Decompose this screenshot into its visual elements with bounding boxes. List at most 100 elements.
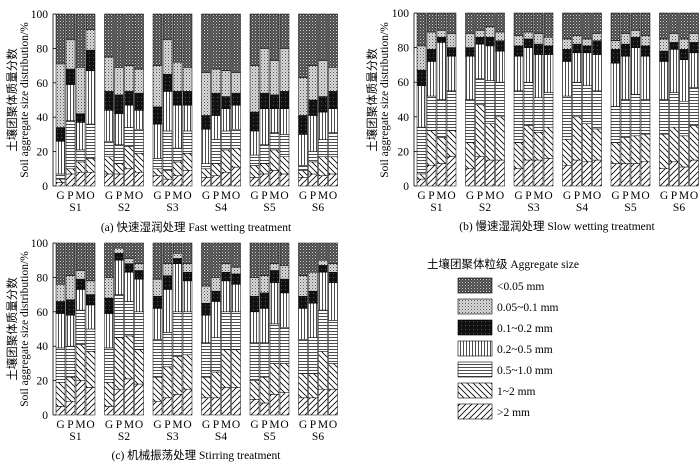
bar-segment-0-2-0-5-mm — [318, 111, 328, 140]
treatment-label: P — [525, 190, 531, 202]
bar-segment--0-05-mm — [610, 12, 621, 41]
bar-segment-1-2-mm — [172, 161, 183, 176]
bar-segment-1-2-mm — [523, 125, 534, 161]
bar-segment--0-05-mm — [134, 242, 144, 264]
bar-segment-0-2-0-5-mm — [65, 84, 76, 121]
legend-item-label: 0.05~0.1 mm — [497, 302, 559, 314]
bar-segment-0-2-0-5-mm — [211, 115, 221, 140]
bar-segment-0-05-0-1-mm — [172, 61, 183, 92]
bar-segment-0-5-1-0-mm — [75, 309, 86, 345]
panel-stirring: 0 20 40 60 80 100 土壤团聚体质量分数 Soil aggregate size… — [5, 238, 338, 462]
treatment-label: M — [582, 190, 592, 202]
plot-area-a: 0 20 40 60 80 100 土壤团聚体质量分数 Soil aggregate size… — [5, 9, 338, 214]
bar-segment-1-2-mm — [592, 128, 602, 161]
bar-segment-0-1-0-2-mm — [436, 36, 447, 43]
bar-segment-1-2-mm — [182, 153, 193, 171]
bar-segment-0-1-0-2-mm — [134, 92, 144, 111]
bar-segment-0-2-0-5-mm — [679, 59, 689, 102]
bar-segment-0-5-1-0-mm — [592, 90, 602, 130]
bar-segment--2-mm — [328, 173, 338, 187]
treatment-label: O — [544, 190, 552, 202]
treatment-label: P — [213, 190, 219, 202]
bar-segment--2-mm — [465, 168, 475, 187]
bar-segment-0-5-1-0-mm — [201, 342, 211, 378]
bar-segment--2-mm — [221, 387, 231, 416]
bar-segment-0-5-1-0-mm — [172, 147, 183, 163]
bar-segment-0-1-0-2-mm — [318, 265, 328, 273]
treatment-label: O — [593, 190, 601, 202]
bar-segment-0-2-0-5-mm — [211, 301, 221, 338]
bar-segment-0-05-0-1-mm — [475, 30, 485, 38]
bar-segment--0-05-mm — [231, 242, 241, 268]
panel-slow-wetting: 0 20 40 60 80 100 土壤团聚体质量分数 Soil aggregate size… — [365, 8, 699, 233]
treatment-label: M — [172, 419, 182, 431]
bar-segment--2-mm — [134, 171, 144, 187]
bar-segment-0-05-0-1-mm — [298, 275, 308, 297]
legend: 土壤团聚体粒级 Aggregate size <0.05 mm 0.05~0.1 … — [427, 257, 579, 420]
bar-segment-0-05-0-1-mm — [533, 33, 544, 45]
bar-segment--2-mm — [298, 397, 308, 416]
bar-segment--0-05-mm — [85, 13, 96, 30]
panel-title-a: (a) 快速湿润处理 Fast wetting treatment — [101, 220, 292, 234]
bar-segment-0-1-0-2-mm — [669, 42, 679, 50]
bar-segment--2-mm — [221, 171, 231, 187]
bar-segment--2-mm — [543, 158, 554, 187]
bar-segment-1-2-mm — [562, 139, 572, 166]
bar-segment-0-1-0-2-mm — [269, 270, 280, 283]
treatment-label: O — [690, 190, 698, 202]
bar-segment-0-05-0-1-mm — [182, 67, 193, 92]
bar-segment-0-2-0-5-mm — [485, 45, 495, 81]
bar-segment-1-2-mm — [124, 146, 134, 170]
bar-segment-0-05-0-1-mm — [134, 263, 144, 271]
y-tick-label: 100 — [31, 9, 49, 21]
bar-segment-0-1-0-2-mm — [640, 45, 651, 57]
bar-segment-0-5-1-0-mm — [182, 311, 193, 356]
bar-segment-1-2-mm — [114, 163, 124, 175]
bar-segment-0-1-0-2-mm — [162, 73, 173, 92]
bar-segment--0-05-mm — [104, 242, 114, 278]
bar-segment-0-05-0-1-mm — [689, 33, 699, 43]
bar-segment-0-05-0-1-mm — [85, 280, 96, 295]
bar-segment-0-5-1-0-mm — [259, 144, 270, 164]
bar-segment--2-mm — [172, 175, 183, 187]
bar-segment--2-mm — [75, 171, 86, 187]
treatment-label: O — [447, 190, 455, 202]
bar-segment--0-05-mm — [172, 242, 183, 254]
bar-segment-0-2-0-5-mm — [75, 289, 86, 311]
bar-segment--0-05-mm — [475, 12, 485, 31]
treatment-label: M — [318, 190, 328, 202]
legend-title: 土壤团聚体粒级 Aggregate size — [427, 257, 579, 271]
group-label: S3 — [166, 202, 178, 214]
y-tick-label: 20 — [37, 147, 49, 159]
bar-segment-0-1-0-2-mm — [543, 45, 554, 55]
bar-segment--0-05-mm — [114, 13, 124, 68]
bar-segment-0-1-0-2-mm — [279, 278, 290, 294]
bar-segment-1-2-mm — [308, 373, 318, 399]
bar-segment-0-1-0-2-mm — [465, 47, 475, 57]
bar-segment-0-1-0-2-mm — [114, 253, 124, 261]
plot-area-b: 0 20 40 60 80 100 土壤团聚体质量分数 Soil aggregate size… — [365, 8, 699, 214]
bar-segment--2-mm — [485, 159, 495, 187]
bar-segment-0-5-1-0-mm — [689, 87, 699, 126]
bar-segment-1-2-mm — [279, 363, 290, 393]
bar-segment--2-mm — [446, 156, 457, 187]
bar-segment-0-5-1-0-mm — [172, 311, 183, 357]
bar-segment-0-05-0-1-mm — [114, 67, 124, 96]
bar-segment-0-1-0-2-mm — [592, 40, 602, 55]
bar-segment-1-2-mm — [659, 133, 669, 169]
treatment-label: O — [86, 190, 94, 202]
bar-segment--2-mm — [562, 164, 572, 187]
bar-segment-0-1-0-2-mm — [582, 45, 592, 54]
bar-segment--0-05-mm — [465, 12, 475, 35]
bar-segment-0-05-0-1-mm — [679, 38, 689, 50]
bar-segment-0-5-1-0-mm — [85, 123, 96, 159]
legend-swatch — [457, 298, 493, 315]
bar-segment--0-05-mm — [308, 13, 318, 66]
bar-segment-0-2-0-5-mm — [669, 49, 679, 93]
bar-segment-0-5-1-0-mm — [533, 97, 544, 133]
bar-segment-1-2-mm — [172, 356, 183, 395]
bar-segment-0-1-0-2-mm — [620, 43, 631, 57]
bar-segment-0-05-0-1-mm — [328, 67, 338, 92]
bar-segment-0-5-1-0-mm — [75, 149, 86, 163]
bar-segment-0-05-0-1-mm — [562, 38, 572, 50]
